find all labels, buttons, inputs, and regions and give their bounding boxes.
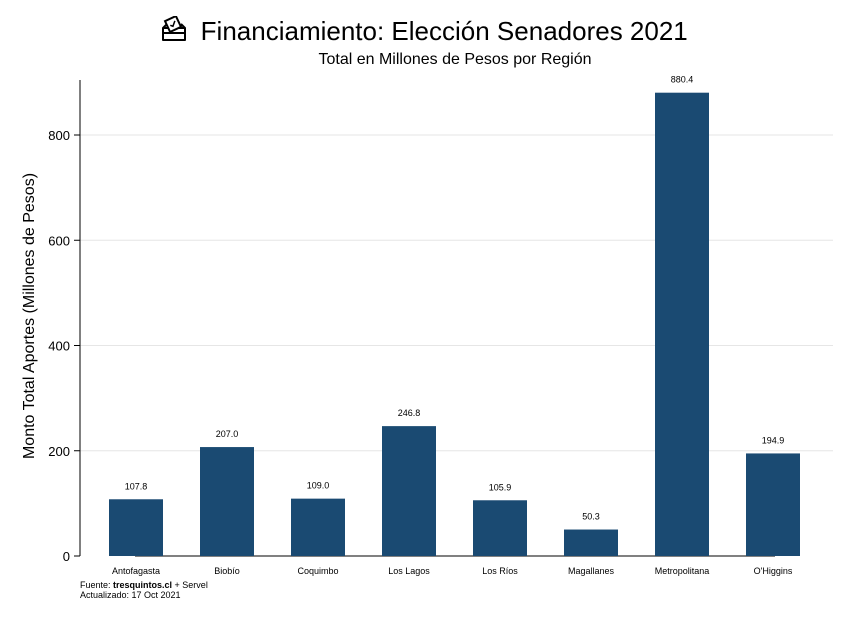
- x-tick-label: Antofagasta: [112, 566, 160, 576]
- y-tick-label: 800: [48, 128, 70, 143]
- ballot-box-icon: [160, 14, 188, 47]
- source-suffix: + Servel: [172, 580, 208, 590]
- chart-subtitle: Total en Millones de Pesos por Región: [318, 51, 592, 68]
- bar-value-label: 194.9: [762, 435, 785, 445]
- y-tick-label: 0: [63, 549, 70, 564]
- chart-title: Financiamiento: Elección Senadores 2021: [200, 16, 688, 46]
- source-line: Fuente: tresquintos.cl + Servel: [80, 580, 208, 590]
- y-tick-label: 400: [48, 339, 70, 354]
- x-tick-label: Biobío: [214, 566, 240, 576]
- x-tick-label: Los Ríos: [482, 566, 518, 576]
- bar-los-r-os: [473, 500, 527, 556]
- x-tick-label: Metropolitana: [655, 566, 710, 576]
- bar-o-higgins: [746, 453, 800, 556]
- label-layer: 107.8 Antofagasta 207.0 Biobío 109.0 Coquimbo…: [112, 75, 793, 576]
- grid-layer: [80, 134, 833, 452]
- y-axis-label: Monto Total Aportes (Millones de Pesos): [21, 173, 38, 459]
- y-tick-label: 200: [48, 444, 70, 459]
- bar-value-label: 109.0: [307, 481, 330, 491]
- x-tick-label: O'Higgins: [754, 566, 793, 576]
- bar-coquimbo: [291, 498, 345, 556]
- bar-los-lagos: [382, 426, 436, 556]
- bar-value-label: 880.4: [671, 75, 694, 85]
- bar-biob-o: [200, 447, 254, 556]
- bar-magallanes: [564, 529, 618, 556]
- x-tick-label: Los Lagos: [388, 566, 430, 576]
- bar-value-label: 50.3: [582, 512, 600, 522]
- x-tick-label: Magallanes: [568, 566, 615, 576]
- bar-metropolitana: [655, 92, 709, 556]
- bar-value-label: 105.9: [489, 482, 512, 492]
- bar-value-label: 246.8: [398, 408, 421, 418]
- y-tick-label: 600: [48, 233, 70, 248]
- updated-line: Actualizado: 17 Oct 2021: [80, 590, 181, 600]
- source-note: Fuente: tresquintos.cl + Servel Actualiz…: [80, 580, 208, 600]
- source-prefix: Fuente:: [80, 580, 114, 590]
- bar-layer: [109, 92, 800, 556]
- bar-value-label: 107.8: [125, 481, 148, 491]
- bar-value-label: 207.0: [216, 429, 239, 439]
- chart-title-row: Financiamiento: Elección Senadores 2021: [0, 14, 848, 47]
- x-tick-label: Coquimbo: [297, 566, 338, 576]
- source-site: tresquintos.cl: [113, 580, 173, 590]
- bar-antofagasta: [109, 499, 163, 556]
